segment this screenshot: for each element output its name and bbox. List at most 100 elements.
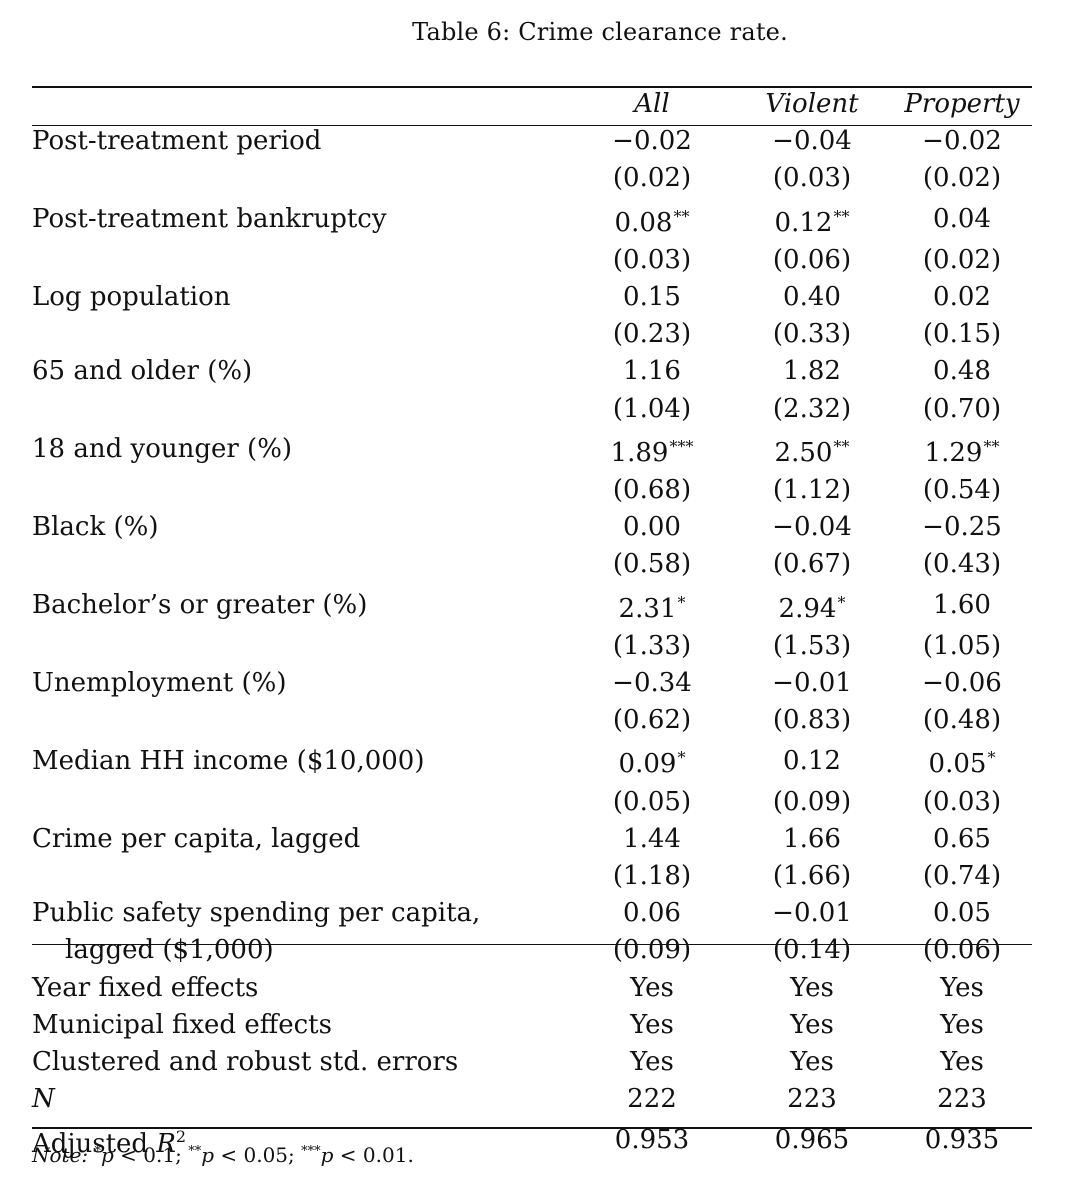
r-squared-superscript: 2 <box>175 1127 187 1147</box>
table-note: Note: *p < 0.1; **p < 0.05; ***p < 0.01. <box>32 1143 414 1167</box>
coefficient-value: 1.44 <box>623 821 681 858</box>
footer-value: 223 <box>937 1084 987 1115</box>
table-row: 65 and older (%) 1.16 1.82 0.48 <box>32 353 1032 390</box>
coefficient-value: 0.12** <box>775 198 850 242</box>
std-error-cell: (0.67) <box>772 549 852 580</box>
row-label: Bachelor’s or greater (%) <box>32 590 368 621</box>
table-row: Post-treatment bankruptcy 0.08** 0.12** 0.0… <box>32 198 1032 242</box>
coefficient-value: −0.06 <box>922 665 1002 702</box>
coefficient-number: 1.66 <box>783 823 841 854</box>
row-label: Log population <box>32 282 231 313</box>
significance-stars: * <box>677 748 686 768</box>
footer-label: Clustered and robust std. errors <box>32 1044 572 1081</box>
coefficient-number: 2.31 <box>618 593 677 624</box>
coefficient-value: −0.02 <box>612 123 692 160</box>
coefficient-number: 0.04 <box>933 204 991 235</box>
footer-label-text: Municipal fixed effects <box>32 1009 332 1040</box>
coefficient-value: 0.05 <box>933 895 991 932</box>
coefficient-number: 1.82 <box>783 356 841 387</box>
std-error-cell: (0.02) <box>922 244 1002 275</box>
coefficient-value: 0.00 <box>623 509 681 546</box>
coefficient-number: −0.01 <box>772 668 852 699</box>
significance-stars: ** <box>833 436 850 456</box>
coefficient-cell: 1.16 <box>572 353 732 390</box>
coefficient-cell: 1.82 <box>732 353 892 390</box>
footer-value: 0.935 <box>924 1125 1000 1156</box>
row-label: Black (%) <box>32 512 159 543</box>
table-row-se: (1.18) (1.66) (0.74) <box>32 858 1032 895</box>
coefficient-cell: −0.01 <box>732 895 892 932</box>
coefficient-cell: 0.05* <box>892 739 1032 783</box>
significance-stars: ** <box>673 206 690 226</box>
coefficient-cell: −0.01 <box>732 665 892 702</box>
coefficient-number: 1.60 <box>933 590 991 621</box>
table-row-se: lagged ($1,000) (0.09) (0.14) (0.06) <box>32 932 1032 969</box>
table-body: Post-treatment period −0.02 −0.04 −0.02 (0.0… <box>32 123 1032 969</box>
coefficient-number: 1.16 <box>623 356 681 387</box>
coefficient-cell: 0.09* <box>572 739 732 783</box>
coefficient-value: 0.48 <box>933 353 991 390</box>
coefficient-number: 0.12 <box>783 745 841 776</box>
note-prefix: Note: <box>32 1143 89 1167</box>
coefficient-number: −0.34 <box>612 668 692 699</box>
std-error-cell: (0.03) <box>772 163 852 194</box>
footer-row: Adjusted R2 0.953 0.965 0.935 <box>32 1118 1032 1163</box>
footer-label-text: Adjusted R <box>32 1129 176 1160</box>
std-error-cell: (1.18) <box>612 861 692 892</box>
coefficient-cell: 1.29** <box>892 428 1032 472</box>
table-row: Crime per capita, lagged 1.44 1.66 0.65 <box>32 821 1032 858</box>
std-error-cell: (0.05) <box>612 786 692 817</box>
table-row-se: (1.04) (2.32) (0.70) <box>32 391 1032 428</box>
coefficient-value: 2.50** <box>775 428 850 472</box>
coefficient-number: 0.09 <box>618 749 677 780</box>
coefficient-value: −0.04 <box>772 123 852 160</box>
footer-value: 222 <box>627 1084 677 1115</box>
significance-stars: ** <box>983 436 1000 456</box>
footer-row: Municipal fixed effects Yes Yes Yes <box>32 1007 1032 1044</box>
coefficient-value: 0.02 <box>933 279 991 316</box>
coefficient-value: 1.89*** <box>611 428 694 472</box>
coefficient-value: 1.82 <box>783 353 841 390</box>
std-error-cell: (0.58) <box>612 549 692 580</box>
coefficient-number: 0.65 <box>933 823 991 854</box>
column-header-property: Property <box>904 89 1020 119</box>
coefficient-value: −0.01 <box>772 665 852 702</box>
row-label-continued <box>32 316 572 353</box>
coefficient-number: 0.40 <box>783 282 841 313</box>
table-row-se: (0.03) (0.06) (0.02) <box>32 242 1032 279</box>
row-label-continued <box>32 702 572 739</box>
footer-value: 223 <box>787 1084 837 1115</box>
coefficient-number: 0.48 <box>933 356 991 387</box>
coefficient-value: −0.01 <box>772 895 852 932</box>
table-row-se: (0.58) (0.67) (0.43) <box>32 546 1032 583</box>
header-row: All Violent Property <box>32 86 1032 123</box>
row-label-continued <box>32 546 572 583</box>
row-label: Unemployment (%) <box>32 668 287 699</box>
coefficient-value: 0.65 <box>933 821 991 858</box>
bottom-rule <box>32 1127 1032 1129</box>
coefficient-number: 1.44 <box>623 823 681 854</box>
std-error-cell: (0.68) <box>612 475 692 506</box>
coefficient-cell: 0.08** <box>572 198 732 242</box>
significance-stars: ** <box>833 206 850 226</box>
std-error-cell: (0.54) <box>922 475 1002 506</box>
coefficient-cell: 0.40 <box>732 279 892 316</box>
coefficient-value: 1.16 <box>623 353 681 390</box>
table-row-se: (0.05) (0.09) (0.03) <box>32 784 1032 821</box>
table-row: Unemployment (%) −0.34 −0.01 −0.06 <box>32 665 1032 702</box>
coefficient-cell: 0.12 <box>732 739 892 783</box>
table-row-se: (1.33) (1.53) (1.05) <box>32 628 1032 665</box>
top-rule <box>32 86 1032 88</box>
coefficient-cell: 0.00 <box>572 509 732 546</box>
std-error-cell: (0.74) <box>922 861 1002 892</box>
table-row: Bachelor’s or greater (%) 2.31* 2.94* 1.60 <box>32 584 1032 628</box>
row-label: Post-treatment bankruptcy <box>32 204 387 235</box>
coefficient-cell: 2.50** <box>732 428 892 472</box>
std-error-cell: (1.33) <box>612 630 692 661</box>
std-error-cell: (0.83) <box>772 705 852 736</box>
coefficient-number: −0.01 <box>772 898 852 929</box>
footer-value: Yes <box>790 972 834 1003</box>
coefficient-number: −0.25 <box>922 512 1002 543</box>
coefficient-number: 1.89 <box>610 437 669 468</box>
coefficient-value: 1.60 <box>933 587 991 624</box>
